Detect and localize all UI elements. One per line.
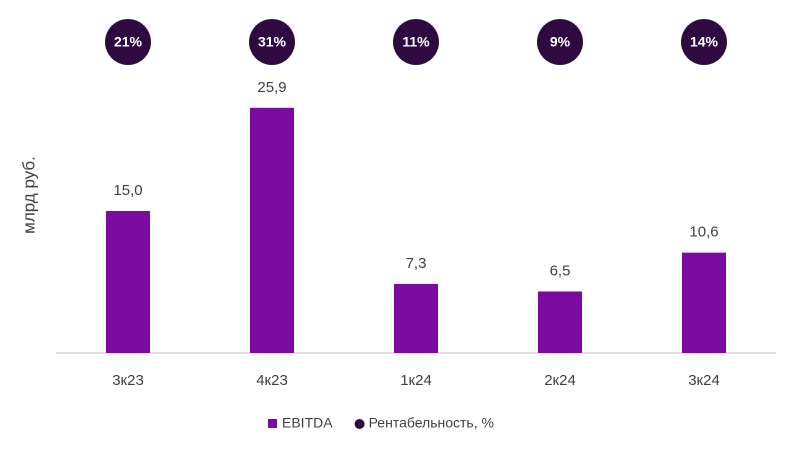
badge-label: 31%: [258, 34, 287, 50]
data-label: 10,6: [689, 224, 718, 241]
bar: [394, 283, 438, 353]
x-tick-label: 3к23: [112, 372, 144, 389]
margin-badge: [393, 19, 439, 65]
legend-label: Рентабельность, %: [369, 415, 494, 431]
data-label: 6,5: [550, 262, 571, 279]
legend-label: EBITDA: [282, 415, 333, 431]
badge-label: 11%: [402, 34, 430, 50]
data-label: 25,9: [257, 79, 286, 96]
badge-label: 14%: [690, 34, 719, 50]
legend-swatch: [268, 419, 277, 428]
y-axis-label: млрд руб.: [19, 156, 38, 234]
data-label: 7,3: [406, 255, 427, 272]
x-tick-label: 2к24: [544, 372, 576, 389]
x-tick-label: 1к24: [400, 372, 432, 389]
margin-badge: [537, 19, 583, 65]
legend-swatch: [354, 419, 365, 429]
x-tick-label: 3к24: [688, 372, 720, 389]
margin-badge: [681, 19, 727, 65]
bar: [250, 107, 294, 354]
data-label: 15,0: [113, 182, 142, 199]
x-tick-label: 4к23: [256, 372, 288, 389]
bar: [106, 211, 150, 353]
margin-badge: [249, 19, 295, 65]
bar: [682, 252, 726, 353]
badge-label: 21%: [114, 34, 143, 50]
badge-label: 9%: [550, 34, 571, 50]
margin-badge: [105, 19, 151, 65]
bar: [538, 291, 582, 353]
